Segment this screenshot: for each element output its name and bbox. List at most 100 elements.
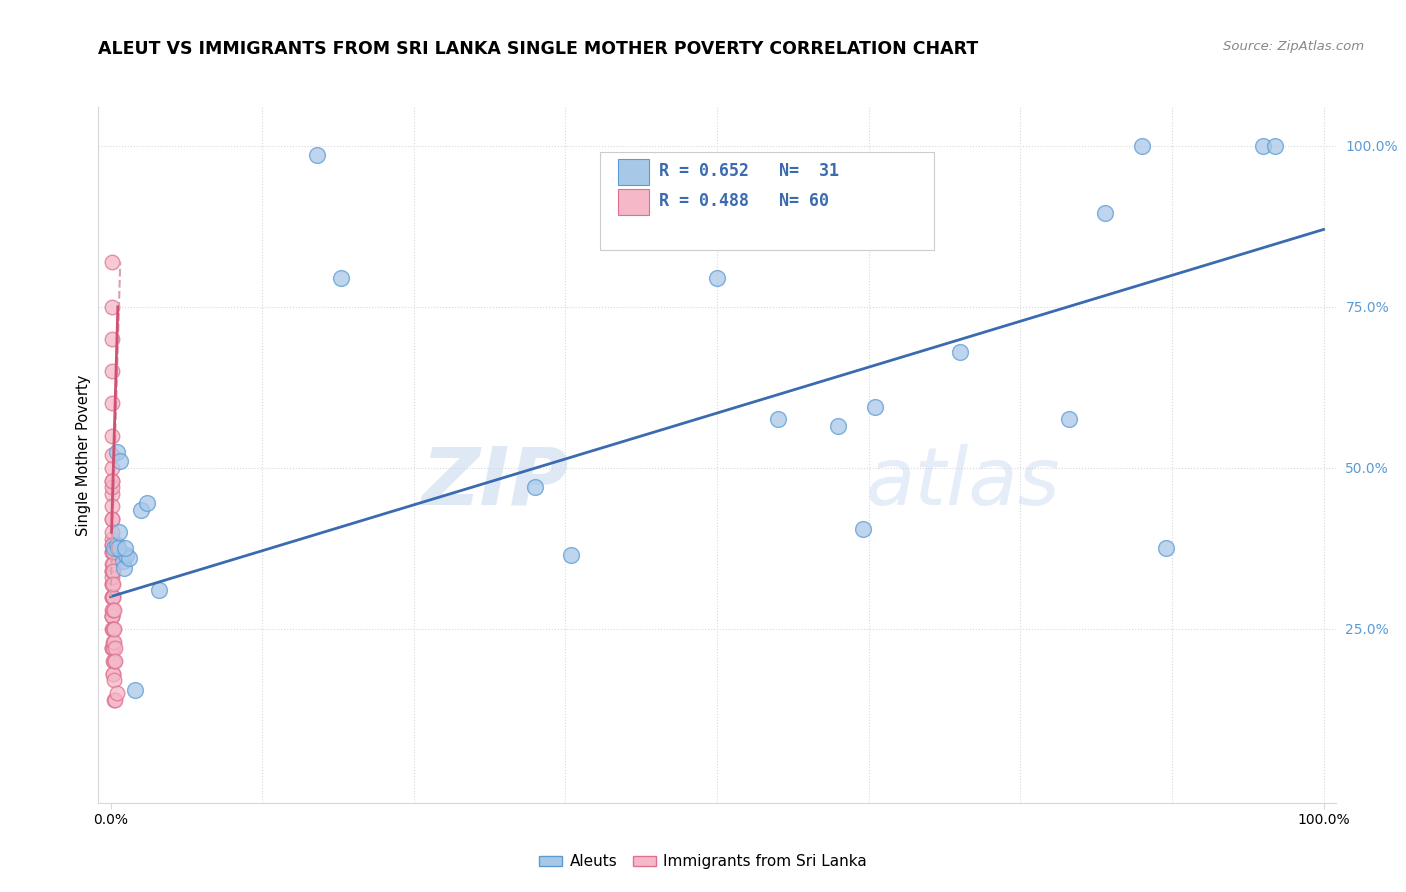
- Point: [100, 332, 122, 346]
- Point: [103, 673, 125, 688]
- Point: [101, 570, 124, 584]
- Text: R = 0.488   N= 60: R = 0.488 N= 60: [659, 192, 830, 210]
- Y-axis label: Single Mother Poverty: Single Mother Poverty: [76, 375, 91, 535]
- Point: [114, 541, 136, 556]
- Point: [103, 541, 125, 556]
- Point: [101, 590, 124, 604]
- Point: [305, 148, 328, 162]
- Point: [148, 583, 170, 598]
- Point: [100, 590, 122, 604]
- Point: [108, 525, 131, 540]
- Point: [101, 641, 124, 656]
- Point: [101, 609, 124, 624]
- Point: [101, 558, 124, 572]
- Point: [101, 576, 124, 591]
- Point: [103, 667, 125, 681]
- Point: [100, 576, 122, 591]
- Point: [124, 683, 146, 698]
- Point: [852, 522, 875, 536]
- Point: [101, 544, 124, 558]
- Point: [103, 576, 125, 591]
- Point: [103, 634, 125, 648]
- Point: [104, 641, 127, 656]
- Point: [103, 654, 125, 668]
- Point: [107, 541, 129, 556]
- Point: [101, 654, 124, 668]
- Point: [100, 428, 122, 442]
- Point: [118, 551, 141, 566]
- Point: [100, 254, 122, 268]
- Point: [100, 396, 122, 410]
- Point: [1130, 138, 1153, 153]
- Point: [101, 538, 124, 552]
- Point: [766, 412, 789, 426]
- Point: [101, 641, 124, 656]
- Text: ALEUT VS IMMIGRANTS FROM SRI LANKA SINGLE MOTHER POVERTY CORRELATION CHART: ALEUT VS IMMIGRANTS FROM SRI LANKA SINGL…: [98, 40, 979, 58]
- Point: [105, 538, 128, 552]
- Point: [101, 564, 124, 578]
- Point: [111, 554, 134, 568]
- FancyBboxPatch shape: [599, 153, 934, 250]
- Point: [105, 444, 128, 458]
- FancyBboxPatch shape: [619, 159, 650, 185]
- Point: [101, 590, 124, 604]
- Point: [104, 692, 127, 706]
- Point: [1154, 541, 1177, 556]
- Point: [101, 525, 124, 540]
- Point: [103, 602, 125, 616]
- Point: [105, 686, 128, 700]
- Point: [104, 654, 127, 668]
- Point: [100, 500, 122, 514]
- Point: [101, 544, 124, 558]
- Point: [101, 448, 124, 462]
- Point: [101, 622, 124, 636]
- Point: [100, 544, 122, 558]
- Point: [101, 609, 124, 624]
- Point: [1264, 138, 1286, 153]
- Point: [101, 474, 124, 488]
- Point: [112, 560, 135, 574]
- Point: [100, 609, 122, 624]
- Text: ZIP: ZIP: [422, 443, 568, 522]
- Point: [100, 564, 122, 578]
- Point: [136, 496, 159, 510]
- Point: [100, 532, 122, 546]
- Point: [706, 270, 728, 285]
- Point: [1057, 412, 1080, 426]
- Point: [1251, 138, 1274, 153]
- Text: Source: ZipAtlas.com: Source: ZipAtlas.com: [1223, 40, 1364, 54]
- Point: [100, 512, 122, 526]
- Point: [949, 344, 972, 359]
- Point: [101, 667, 124, 681]
- Point: [101, 602, 124, 616]
- Point: [863, 400, 886, 414]
- Point: [103, 634, 125, 648]
- Point: [103, 692, 125, 706]
- Point: [101, 622, 124, 636]
- Point: [100, 460, 122, 475]
- Point: [101, 622, 124, 636]
- Point: [101, 538, 124, 552]
- Text: R = 0.652   N=  31: R = 0.652 N= 31: [659, 162, 839, 180]
- Point: [524, 480, 547, 494]
- Point: [101, 590, 124, 604]
- Text: atlas: atlas: [866, 443, 1060, 522]
- Point: [101, 480, 124, 494]
- Point: [560, 548, 582, 562]
- Point: [115, 548, 138, 562]
- FancyBboxPatch shape: [619, 189, 650, 215]
- Point: [100, 364, 122, 378]
- Point: [100, 486, 122, 500]
- Point: [103, 622, 125, 636]
- Point: [100, 474, 122, 488]
- Point: [100, 300, 122, 314]
- Point: [129, 502, 152, 516]
- Point: [103, 602, 125, 616]
- Point: [110, 454, 132, 468]
- Point: [101, 558, 124, 572]
- Point: [827, 419, 849, 434]
- Point: [330, 270, 353, 285]
- Point: [101, 564, 124, 578]
- Point: [101, 512, 124, 526]
- Legend: Aleuts, Immigrants from Sri Lanka: Aleuts, Immigrants from Sri Lanka: [533, 848, 873, 875]
